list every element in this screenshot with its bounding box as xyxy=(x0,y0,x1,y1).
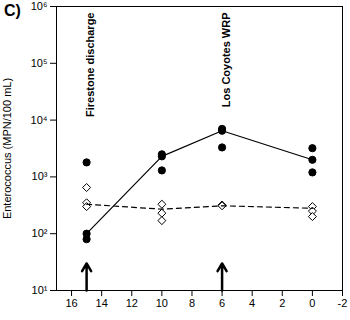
svg-text:12: 12 xyxy=(126,297,138,309)
svg-text:2: 2 xyxy=(279,297,285,309)
svg-text:10: 10 xyxy=(156,297,168,309)
svg-text:Enterococcus (MPN/100 mL): Enterococcus (MPN/100 mL) xyxy=(1,78,13,219)
svg-text:14: 14 xyxy=(96,297,108,309)
svg-text:10⁶: 10⁶ xyxy=(31,0,48,12)
svg-text:Los Coyotes WRP: Los Coyotes WRP xyxy=(220,13,232,108)
svg-text:-2: -2 xyxy=(338,297,348,309)
svg-text:16: 16 xyxy=(65,297,77,309)
svg-text:10¹: 10¹ xyxy=(32,284,48,296)
svg-text:10³: 10³ xyxy=(32,170,48,182)
svg-text:4: 4 xyxy=(249,297,255,309)
svg-text:10⁵: 10⁵ xyxy=(31,57,48,69)
svg-text:0: 0 xyxy=(309,297,315,309)
html-text:C): C) xyxy=(4,2,21,19)
svg-text:10²: 10² xyxy=(32,227,48,239)
svg-text:6: 6 xyxy=(219,297,225,309)
svg-text:Firestone discharge: Firestone discharge xyxy=(84,13,96,118)
svg-text:10⁴: 10⁴ xyxy=(31,114,48,126)
svg-text:8: 8 xyxy=(189,297,195,309)
